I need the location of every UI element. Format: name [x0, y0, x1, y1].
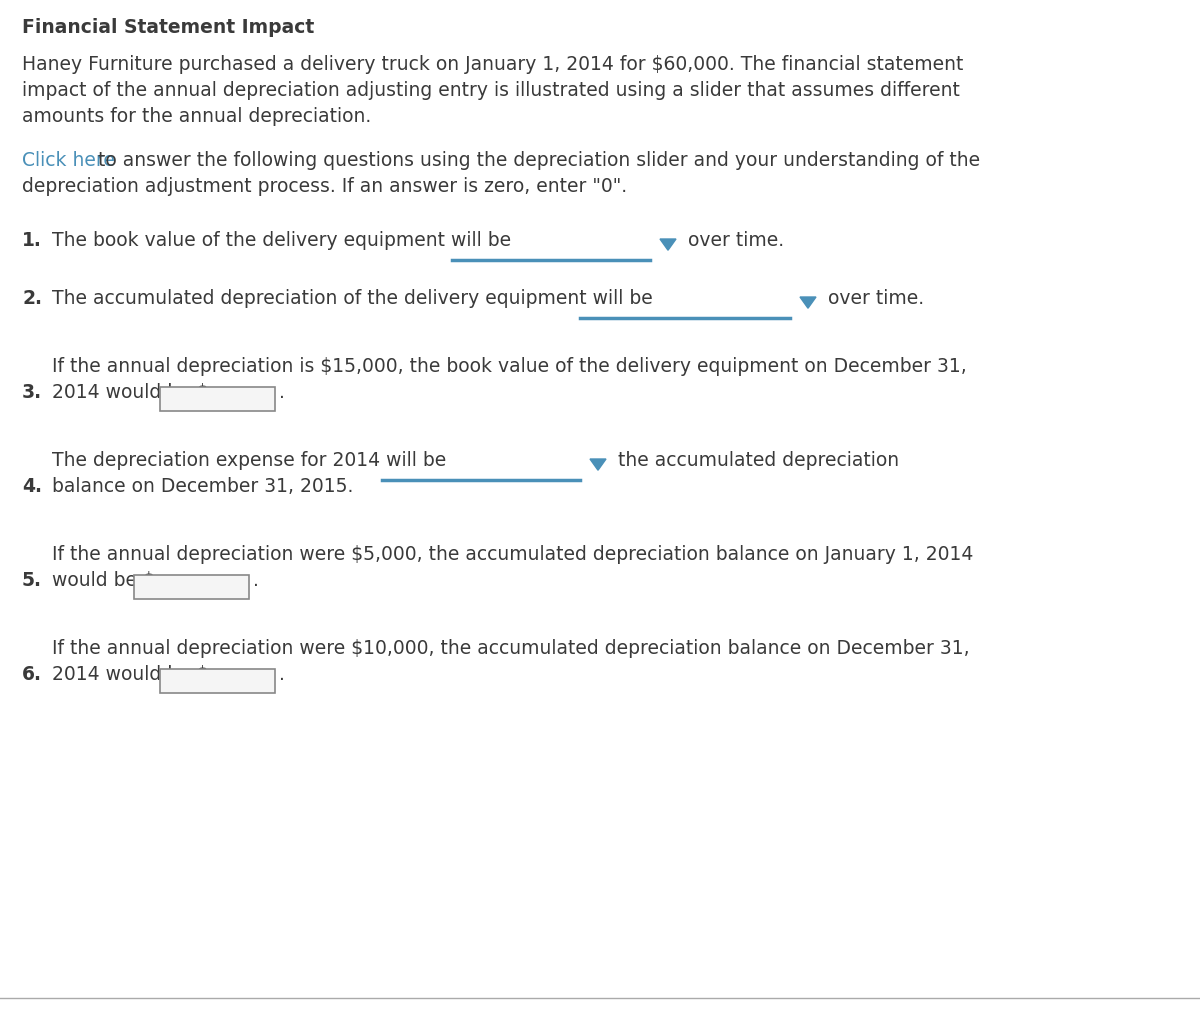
- Text: If the annual depreciation is $15,000, the book value of the delivery equipment : If the annual depreciation is $15,000, t…: [52, 357, 967, 376]
- Text: Financial Statement Impact: Financial Statement Impact: [22, 18, 314, 37]
- Text: 2.: 2.: [22, 289, 42, 308]
- Text: The accumulated depreciation of the delivery equipment will be: The accumulated depreciation of the deli…: [52, 289, 653, 308]
- Text: 4.: 4.: [22, 477, 42, 496]
- Text: .: .: [253, 571, 259, 590]
- Polygon shape: [590, 459, 606, 470]
- Polygon shape: [800, 297, 816, 308]
- Bar: [134, 575, 250, 599]
- Text: impact of the annual depreciation adjusting entry is illustrated using a slider : impact of the annual depreciation adjust…: [22, 81, 960, 100]
- Text: If the annual depreciation were $5,000, the accumulated depreciation balance on : If the annual depreciation were $5,000, …: [52, 545, 973, 564]
- Text: If the annual depreciation were $10,000, the accumulated depreciation balance on: If the annual depreciation were $10,000,…: [52, 639, 970, 658]
- Text: over time.: over time.: [688, 231, 784, 250]
- Text: Haney Furniture purchased a delivery truck on January 1, 2014 for $60,000. The f: Haney Furniture purchased a delivery tru…: [22, 55, 964, 74]
- Text: the accumulated depreciation: the accumulated depreciation: [618, 451, 899, 470]
- Text: 2014 would be $: 2014 would be $: [52, 665, 209, 684]
- Bar: [160, 387, 275, 411]
- Text: balance on December 31, 2015.: balance on December 31, 2015.: [52, 477, 353, 496]
- Text: The book value of the delivery equipment will be: The book value of the delivery equipment…: [52, 231, 511, 250]
- Bar: [160, 669, 275, 693]
- Text: amounts for the annual depreciation.: amounts for the annual depreciation.: [22, 107, 371, 126]
- Text: 6.: 6.: [22, 665, 42, 684]
- Polygon shape: [660, 239, 676, 250]
- Text: .: .: [278, 383, 284, 402]
- Text: .: .: [278, 665, 284, 684]
- Text: depreciation adjustment process. If an answer is zero, enter "0".: depreciation adjustment process. If an a…: [22, 177, 628, 196]
- Text: 1.: 1.: [22, 231, 42, 250]
- Text: Click here: Click here: [22, 151, 115, 170]
- Text: to answer the following questions using the depreciation slider and your underst: to answer the following questions using …: [92, 151, 980, 170]
- Text: would be $: would be $: [52, 571, 155, 590]
- Text: The depreciation expense for 2014 will be: The depreciation expense for 2014 will b…: [52, 451, 446, 470]
- Text: 2014 would be $: 2014 would be $: [52, 383, 209, 402]
- Text: 5.: 5.: [22, 571, 42, 590]
- Text: 3.: 3.: [22, 383, 42, 402]
- Text: over time.: over time.: [828, 289, 924, 308]
